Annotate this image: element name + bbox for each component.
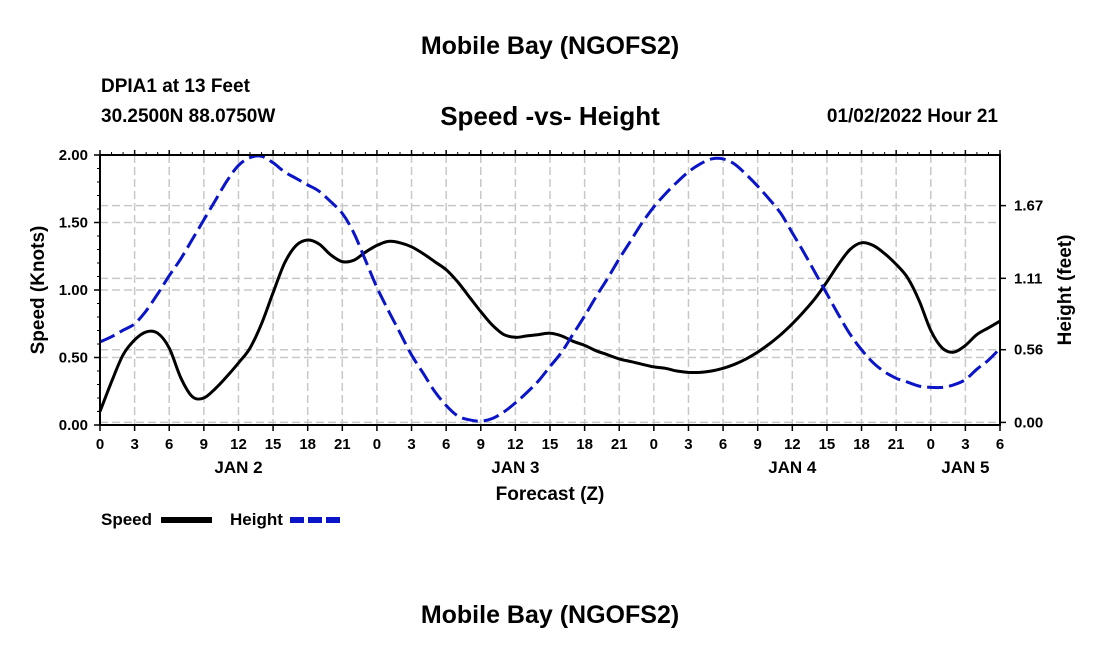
x-tick-label: 21 xyxy=(611,436,628,453)
x-tick-label: 0 xyxy=(650,436,658,453)
x-tick-label: 12 xyxy=(784,436,801,453)
x-tick-label: 15 xyxy=(265,436,282,453)
height-series-line xyxy=(99,154,1002,423)
x-tick-label: 3 xyxy=(684,436,692,453)
date-label: JAN 4 xyxy=(768,458,817,477)
chart-title: Speed -vs- Height xyxy=(440,101,660,131)
legend: Speed Height xyxy=(101,510,342,529)
date-label: JAN 2 xyxy=(214,458,262,477)
y-tick-label: 2.00 xyxy=(59,147,88,164)
x-tick-label: 15 xyxy=(542,436,559,453)
x-axis-label: Forecast (Z) xyxy=(496,484,605,505)
x-tick-label: 6 xyxy=(719,436,727,453)
y-tick-label: 1.50 xyxy=(59,215,88,232)
x-tick-label: 0 xyxy=(927,436,935,453)
x-tick-label: 0 xyxy=(373,436,381,453)
x-tick-label: 18 xyxy=(576,436,593,453)
x-tick-label: 3 xyxy=(961,436,969,453)
date-label: JAN 5 xyxy=(941,458,989,477)
x-tick-label: 15 xyxy=(819,436,836,453)
speed-series-line xyxy=(98,238,1001,413)
date-label: JAN 3 xyxy=(491,458,539,477)
page-title-repeat: Mobile Bay (NGOFS2) xyxy=(420,601,680,629)
x-tick-label: 12 xyxy=(230,436,247,453)
y2-tick-label: 1.11 xyxy=(1014,270,1042,287)
y2-tick-label: 1.67 xyxy=(1014,198,1043,215)
x-tick-label: 3 xyxy=(407,436,415,453)
x-tick-label: 21 xyxy=(334,436,351,453)
legend-height-label: Height xyxy=(230,510,283,529)
y2-axis-label: Height (feet) xyxy=(1055,235,1076,346)
x-tick-label: 9 xyxy=(754,436,762,453)
forecast-timestamp: 01/02/2022 Hour 21 xyxy=(826,106,998,127)
y-tick-label: 1.00 xyxy=(59,282,88,299)
x-tick-label: 0 xyxy=(96,436,104,453)
page-title: Mobile Bay (NGOFS2) xyxy=(420,32,680,60)
y2-tick-label: 0.00 xyxy=(1014,414,1043,431)
x-tick-label: 9 xyxy=(200,436,208,453)
y-tick-label: 0.00 xyxy=(59,417,88,434)
plot-frame xyxy=(99,154,1001,426)
x-tick-label: 18 xyxy=(299,436,316,453)
x-tick-label: 6 xyxy=(996,436,1004,453)
y-axis-label: Speed (Knots) xyxy=(28,226,49,355)
x-tick-label: 12 xyxy=(507,436,524,453)
x-tick-label: 21 xyxy=(888,436,905,453)
y-tick-label: 0.50 xyxy=(59,350,88,367)
x-tick-label: 6 xyxy=(442,436,450,453)
x-tick-label: 3 xyxy=(130,436,138,453)
y2-tick-label: 0.56 xyxy=(1014,342,1043,359)
legend-speed-label: Speed xyxy=(101,510,152,529)
x-tick-label: 18 xyxy=(853,436,870,453)
x-tick-label: 6 xyxy=(165,436,173,453)
station-name: DPIA1 at 13 Feet xyxy=(101,76,250,97)
x-tick-label: 9 xyxy=(477,436,485,453)
station-coordinates: 30.2500N 88.0750W xyxy=(101,106,276,127)
